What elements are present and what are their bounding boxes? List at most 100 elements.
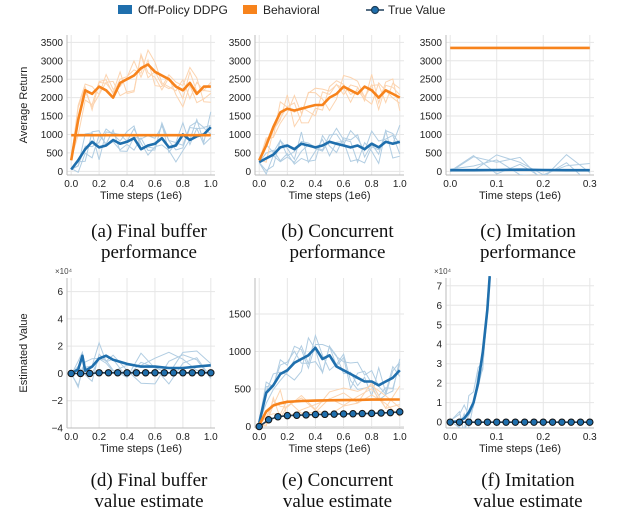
caption-line-1: (d) Final buffer [91,470,208,491]
series-point [302,411,310,419]
y-tick-label: 1500 [229,310,252,321]
plot-area [69,48,212,174]
y-tick-label: 4 [436,340,442,351]
chart-panel-b: 0.0 0.2 0.4 0.6 0.8 1.0 0 500 1000 1500 2000 2500 30… [229,35,407,263]
series-point [339,410,348,418]
run-trace [259,80,401,163]
caption-line-1: (b) Concurrent [281,221,394,242]
chart-panel-d: 0.0 0.2 0.4 0.6 0.8 1.0 −4 −2 0 2 4 6 ×10⁴ Time steps… [18,267,218,512]
series-point [396,408,404,416]
x-tick-label: 0.8 [365,179,379,190]
y-tick-label: 500 [46,148,63,159]
x-tick-label: 0.1 [490,179,504,190]
run-trace [450,159,582,175]
y-tick-label: 1000 [229,130,252,141]
series-point [160,369,169,377]
y-tick-label: 3500 [420,38,443,49]
y-tick-label: 2000 [420,93,443,104]
series-point [169,369,178,377]
series-line [258,140,401,164]
caption-line-2: value estimate [473,491,582,512]
series-point [67,369,75,378]
legend-swatch [118,5,132,14]
series-point [465,418,473,426]
run-trace [70,48,212,159]
run-trace [70,55,211,160]
legend-swatch [243,5,257,14]
y-tick-label: 3 [436,359,442,370]
plot-area [257,333,401,428]
x-axis-label: Time steps (1e6) [479,443,561,455]
x-tick-label: 0.2 [536,179,550,190]
series-point [349,410,357,418]
x-tick-label: 0.6 [337,179,351,190]
x-tick-label: 0.2 [92,432,106,443]
series-point [311,410,320,419]
run-trace [258,385,401,425]
series-point [530,418,538,426]
y-tick-label: 0 [57,369,63,380]
y-tick-label: 2500 [41,75,64,86]
series-point [386,408,395,417]
series-point [567,418,575,426]
series-line [71,372,211,375]
series-point [76,369,85,378]
series-point [151,369,159,377]
y-tick-label: 2 [436,379,442,390]
series-point [483,418,492,426]
y-tick-label: 500 [234,385,251,396]
y-tick-label: −2 [52,396,64,407]
chart-panel-f: 0.0 0.1 0.2 0.3 0 1 2 3 4 5 6 7 ×10⁴ Time steps (1e6)… [434,267,597,512]
legend-label: Behavioral [263,3,320,17]
y-tick-label: −4 [52,424,64,435]
x-tick-label: 0.2 [280,179,294,190]
series-point [446,418,454,426]
run-trace [258,345,401,422]
run-trace [259,394,401,427]
y-tick-label: 1500 [41,112,64,123]
series-line [70,126,212,171]
x-tick-label: 1.0 [393,179,407,190]
series-point [576,418,585,426]
series-point [321,410,329,419]
y-tick-label: 0 [245,167,251,178]
y-tick-label: 3000 [41,56,64,67]
y-tick-label: 1500 [229,112,252,123]
y-tick-label: 0 [57,167,63,178]
y-tick-label: 2 [57,342,63,353]
series-line [258,85,401,161]
y-tick-label: 1000 [41,130,64,141]
series-point [358,409,366,418]
run-trace [70,58,211,160]
legend-item: True Value [366,3,446,17]
legend-label: Off-Policy DDPG [138,3,228,17]
x-tick-label: 0.2 [536,432,550,443]
caption-line-1: (a) Final buffer [91,221,207,242]
series-point [188,369,196,377]
x-tick-label: 0.4 [120,432,134,443]
y-tick-label: 2000 [41,93,64,104]
y-tick-label: 6 [436,301,442,312]
run-trace [70,111,212,170]
x-axis-label: Time steps (1e6) [288,443,370,455]
legend-item: Behavioral [243,3,320,17]
y-tick-label: 7 [436,281,442,292]
chart-panel-c: 0.0 0.1 0.2 0.3 0 500 1000 1500 2000 2500 3000 3500… [420,35,597,263]
series-point [455,418,464,426]
caption-line-1: (e) Concurrent [282,470,394,491]
x-tick-label: 1.0 [204,179,218,190]
legend-label: True Value [388,3,446,17]
series-line [69,63,211,161]
y-tick-label: 3500 [229,38,252,49]
run-trace [258,129,401,172]
caption-line-2: value estimate [94,491,203,512]
x-tick-label: 0.8 [365,432,379,443]
series-point [207,369,215,377]
x-axis-label: Time steps (1e6) [479,190,561,202]
series-point [283,411,292,420]
plot-area [258,74,401,175]
x-tick-label: 0.8 [176,179,190,190]
series-point [113,369,122,377]
caption-line-2: performance [290,242,386,263]
run-trace [258,128,400,165]
